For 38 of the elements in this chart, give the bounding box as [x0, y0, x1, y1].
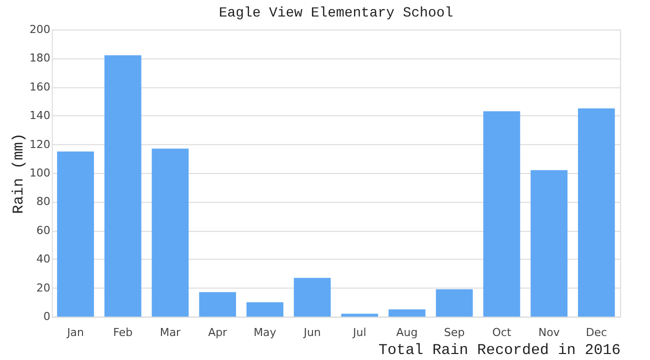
y-tick-label: 80 — [36, 195, 50, 208]
bar — [578, 108, 615, 317]
bar — [152, 148, 189, 317]
x-tick-label: Aug — [396, 326, 418, 340]
x-tick-label: Sep — [444, 326, 465, 340]
x-axis-title: Total Rain Recorded in 2016 — [378, 342, 621, 359]
bar — [483, 111, 520, 317]
y-tick-label: 100 — [29, 166, 50, 180]
y-tick-label: 140 — [29, 109, 50, 122]
x-tick-label: Feb — [113, 326, 133, 340]
bar — [341, 314, 378, 317]
y-axis-title: Rain (mm) — [11, 133, 28, 214]
y-tick-label: 40 — [36, 252, 50, 266]
bar — [436, 289, 473, 317]
y-tick-label: 60 — [36, 224, 50, 237]
bar — [388, 309, 426, 317]
y-tick-label: 0 — [43, 310, 50, 324]
bar — [57, 151, 94, 317]
y-tick-label: 120 — [29, 138, 50, 151]
bar — [199, 292, 236, 317]
x-tick-label: Nov — [538, 326, 560, 340]
x-tick-label: Mar — [160, 326, 182, 340]
bar — [246, 302, 284, 317]
x-tick-label: May — [254, 326, 277, 340]
x-tick-label: Jun — [302, 326, 321, 340]
y-tick-label: 160 — [29, 80, 50, 94]
x-tick-label: Apr — [208, 326, 228, 340]
bar — [104, 55, 142, 317]
x-tick-label: Jul — [352, 326, 366, 340]
bar — [294, 278, 331, 317]
bar — [530, 170, 568, 317]
y-tick-label: 20 — [36, 281, 50, 294]
y-tick-label: 200 — [29, 22, 50, 36]
y-tick-label: 180 — [29, 52, 50, 65]
chart-title: Eagle View Elementary School — [218, 6, 454, 22]
x-tick-label: Dec — [586, 326, 608, 340]
x-tick-label: Oct — [492, 326, 512, 340]
x-tick-label: Jan — [66, 326, 84, 340]
